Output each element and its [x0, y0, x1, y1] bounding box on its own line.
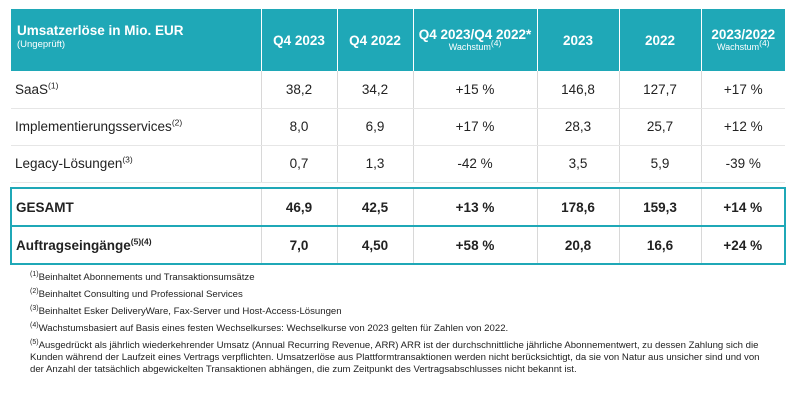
- cell-value: 3,5: [537, 144, 620, 183]
- cell-value: 20,8: [537, 226, 620, 265]
- cell-value: +17 %: [413, 107, 538, 146]
- cell-value: 0,7: [261, 144, 338, 183]
- footnote-4: (4)Wachstumsbasiert auf Basis eines fest…: [30, 321, 509, 334]
- orders-label: Auftragseingänge(5)(4): [10, 226, 262, 265]
- column-header-q4-2022: Q4 2022: [337, 9, 414, 71]
- column-header-2022: 2022: [619, 9, 702, 71]
- cell-value: 46,9: [261, 187, 338, 227]
- cell-value: -39 %: [701, 144, 785, 183]
- cell-value: 178,6: [537, 187, 620, 227]
- cell-value: +12 %: [701, 107, 785, 146]
- table-row-legacy: Legacy-Lösungen(3) 0,7 1,3 -42 % 3,5 5,9…: [11, 144, 785, 183]
- cell-value: +17 %: [701, 71, 785, 109]
- table-subtitle: (Ungeprüft): [17, 39, 66, 50]
- table-row-saas: SaaS(1) 38,2 34,2 +15 % 146,8 127,7 +17 …: [11, 71, 785, 109]
- table-row-orders: Auftragseingänge(5)(4) 7,0 4,50 +58 % 20…: [10, 226, 786, 265]
- cell-value: +13 %: [413, 187, 538, 227]
- cell-value: 16,6: [619, 226, 702, 265]
- cell-value: 42,5: [337, 187, 414, 227]
- cell-value: 38,2: [261, 71, 338, 109]
- cell-value: 4,50: [337, 226, 414, 265]
- cell-value: 127,7: [619, 71, 702, 109]
- table-row-implementierungsservices: Implementierungsservices(2) 8,0 6,9 +17 …: [11, 107, 785, 146]
- header-title-cell: Umsatzerlöse in Mio. EUR (Ungeprüft): [11, 9, 262, 71]
- table-header-row: Umsatzerlöse in Mio. EUR (Ungeprüft) Q4 …: [11, 9, 785, 71]
- table-row-total: GESAMT 46,9 42,5 +13 % 178,6 159,3 +14 %: [10, 187, 786, 227]
- row-label: SaaS(1): [11, 71, 262, 109]
- footnote-3: (3)Beinhaltet Esker DeliveryWare, Fax-Se…: [30, 304, 342, 317]
- footnote-1: (1)Beinhaltet Abonnements und Transaktio…: [30, 270, 255, 283]
- cell-value: 34,2: [337, 71, 414, 109]
- cell-value: +24 %: [701, 226, 786, 265]
- revenue-table: Umsatzerlöse in Mio. EUR (Ungeprüft) Q4 …: [10, 9, 786, 265]
- cell-value: +15 %: [413, 71, 538, 109]
- cell-value: 146,8: [537, 71, 620, 109]
- column-header-q4-2023: Q4 2023: [261, 9, 338, 71]
- table-title: Umsatzerlöse in Mio. EUR: [17, 23, 184, 38]
- cell-value: 6,9: [337, 107, 414, 146]
- total-label: GESAMT: [10, 187, 262, 227]
- footnotes: (1)Beinhaltet Abonnements und Transaktio…: [30, 270, 760, 381]
- column-header-2023: 2023: [537, 9, 620, 71]
- revenue-table-container: Umsatzerlöse in Mio. EUR (Ungeprüft) Q4 …: [10, 9, 786, 265]
- cell-value: 25,7: [619, 107, 702, 146]
- column-header-annual-growth: 2023/2022 Wachstum(4): [701, 9, 785, 71]
- footnote-2: (2)Beinhaltet Consulting und Professiona…: [30, 287, 243, 300]
- cell-value: 159,3: [619, 187, 702, 227]
- column-header-q4-growth: Q4 2023/Q4 2022* Wachstum(4): [413, 9, 538, 71]
- cell-value: +58 %: [413, 226, 538, 265]
- cell-value: 1,3: [337, 144, 414, 183]
- cell-value: 5,9: [619, 144, 702, 183]
- cell-value: -42 %: [413, 144, 538, 183]
- row-label: Legacy-Lösungen(3): [11, 144, 262, 183]
- footnote-5: (5)Ausgedrückt als jährlich wiederkehren…: [30, 338, 760, 375]
- cell-value: 7,0: [261, 226, 338, 265]
- row-label: Implementierungsservices(2): [11, 107, 262, 146]
- cell-value: 8,0: [261, 107, 338, 146]
- cell-value: 28,3: [537, 107, 620, 146]
- cell-value: +14 %: [701, 187, 786, 227]
